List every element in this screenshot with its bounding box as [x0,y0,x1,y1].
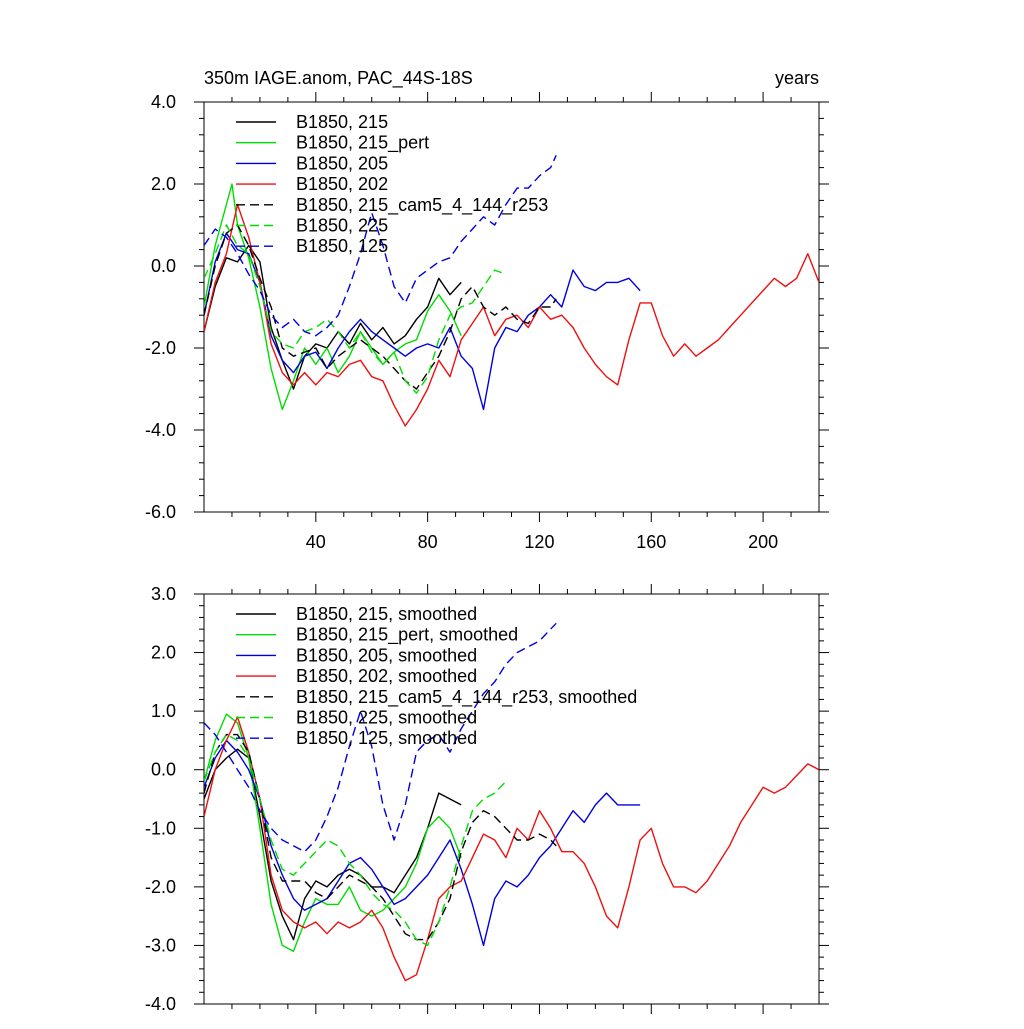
y-tick-label: -6.0 [145,502,176,522]
series-lines [204,155,819,427]
bottom-panel: -4.0 -3.0 -2.0 -1.0 0.0 1.0 2.0 3.0 B1850, 215, … [145,584,829,1014]
legend-label: B1850, 215 [296,112,388,132]
series-line-1 [204,748,462,941]
x-tick-label: 80 [418,532,438,552]
legend-label: B1850, 205 [296,153,388,173]
legend-label: B1850, 205, smoothed [296,645,477,665]
series-line-3 [204,232,641,411]
legend-label: B1850, 202 [296,174,388,194]
legend-label: B1850, 215_cam5_4_144_r253, smoothed [296,687,637,708]
series-lines [204,622,819,982]
y-tick-label: 3.0 [151,584,176,604]
chart-title: 350m IAGE.anom, PAC_44S-18S [204,68,473,89]
x-tick-label: 160 [636,532,666,552]
series-line-1 [204,244,462,390]
series-line-5 [204,733,557,941]
series-line-6 [204,224,507,394]
y-tick-label: -2.0 [145,877,176,897]
series-line-2 [204,713,462,952]
legend-label: B1850, 125 [296,236,388,256]
legend-label: B1850, 215, smoothed [296,604,477,624]
series-line-3 [204,739,641,947]
legend-label: B1850, 225 [296,216,388,236]
y-tick-label: 4.0 [151,92,176,112]
y-tick-label: 0.0 [151,760,176,780]
y-tick-label: -1.0 [145,818,176,838]
legend-label: B1850, 215_pert [296,133,429,154]
series-line-7 [204,622,557,853]
chart-title-right: years [775,68,819,88]
legend-label: B1850, 125, smoothed [296,728,477,748]
x-tick-label: 200 [748,532,778,552]
y-tick-label: 1.0 [151,701,176,721]
y-tick-label: 2.0 [151,174,176,194]
y-tick-label: -2.0 [145,338,176,358]
series-line-4 [204,203,819,427]
x-tick-label: 120 [524,532,554,552]
legend-label: B1850, 215_pert, smoothed [296,625,518,646]
top-panel: 40 80 120 160 200 -6.0 -4.0 -2.0 0.0 2.0 4.0 350m I… [145,68,829,552]
legend-label: B1850, 202, smoothed [296,666,477,686]
y-tick-label: -4.0 [145,994,176,1014]
series-line-6 [204,733,507,947]
series-line-4 [204,716,819,982]
y-tick-label: 2.0 [151,643,176,663]
legend-label: B1850, 215_cam5_4_144_r253 [296,195,548,216]
y-tick-label: 0.0 [151,256,176,276]
y-tick-label: -3.0 [145,935,176,955]
series-line-5 [204,224,557,390]
series-line-7 [204,155,557,337]
y-tick-label: -4.0 [145,420,176,440]
legend-label: B1850, 225, smoothed [296,708,477,728]
x-tick-label: 40 [306,532,326,552]
